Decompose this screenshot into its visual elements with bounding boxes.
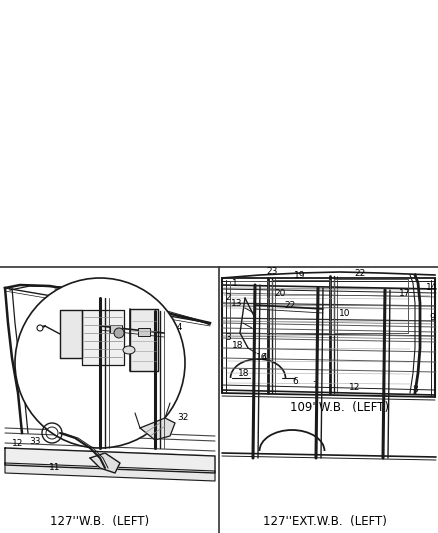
Text: 33: 33 <box>29 437 41 446</box>
Text: 16: 16 <box>256 353 268 362</box>
Text: 109''W.B.  (LEFT): 109''W.B. (LEFT) <box>290 401 389 415</box>
Polygon shape <box>60 310 82 358</box>
Text: 7: 7 <box>312 382 318 391</box>
Text: 29: 29 <box>139 367 151 376</box>
Text: 11: 11 <box>49 464 61 472</box>
Text: 19: 19 <box>294 271 306 279</box>
Text: 24: 24 <box>76 305 88 314</box>
Text: 14: 14 <box>172 324 184 333</box>
Polygon shape <box>82 310 124 365</box>
Text: 8: 8 <box>412 385 418 394</box>
Polygon shape <box>90 453 120 473</box>
Text: 18: 18 <box>232 341 244 350</box>
Ellipse shape <box>123 346 135 354</box>
FancyBboxPatch shape <box>138 328 150 336</box>
Text: 23: 23 <box>266 266 278 276</box>
Polygon shape <box>130 309 158 371</box>
Text: 18: 18 <box>238 368 250 377</box>
Text: 6: 6 <box>292 376 298 385</box>
Text: 1: 1 <box>232 279 238 287</box>
Text: 22: 22 <box>284 301 296 310</box>
FancyBboxPatch shape <box>110 325 122 333</box>
Text: 127''W.B.  (LEFT): 127''W.B. (LEFT) <box>50 514 149 528</box>
Text: 31: 31 <box>112 305 124 314</box>
Text: 22: 22 <box>354 270 366 279</box>
Polygon shape <box>140 418 175 440</box>
Circle shape <box>15 278 185 448</box>
Text: 2: 2 <box>225 294 231 303</box>
Text: 13: 13 <box>231 298 243 308</box>
Circle shape <box>37 325 43 331</box>
Text: 9: 9 <box>429 313 435 322</box>
Text: 28: 28 <box>40 319 52 327</box>
Text: 20: 20 <box>274 288 286 297</box>
Text: 127''EXT.W.B.  (LEFT): 127''EXT.W.B. (LEFT) <box>263 514 387 528</box>
Text: 10: 10 <box>339 309 351 318</box>
Polygon shape <box>5 463 215 481</box>
Text: 12: 12 <box>12 439 24 448</box>
Text: 17: 17 <box>399 288 411 297</box>
Text: 17: 17 <box>158 324 170 333</box>
Text: 3: 3 <box>225 333 231 342</box>
Text: 12: 12 <box>350 383 360 392</box>
Text: 14: 14 <box>426 282 438 292</box>
Text: 32: 32 <box>177 414 189 423</box>
Text: 4: 4 <box>261 353 267 362</box>
Text: 27: 27 <box>89 367 101 376</box>
Polygon shape <box>5 448 215 473</box>
Text: 34: 34 <box>40 336 52 345</box>
Circle shape <box>114 328 124 338</box>
Text: 30: 30 <box>112 351 124 359</box>
